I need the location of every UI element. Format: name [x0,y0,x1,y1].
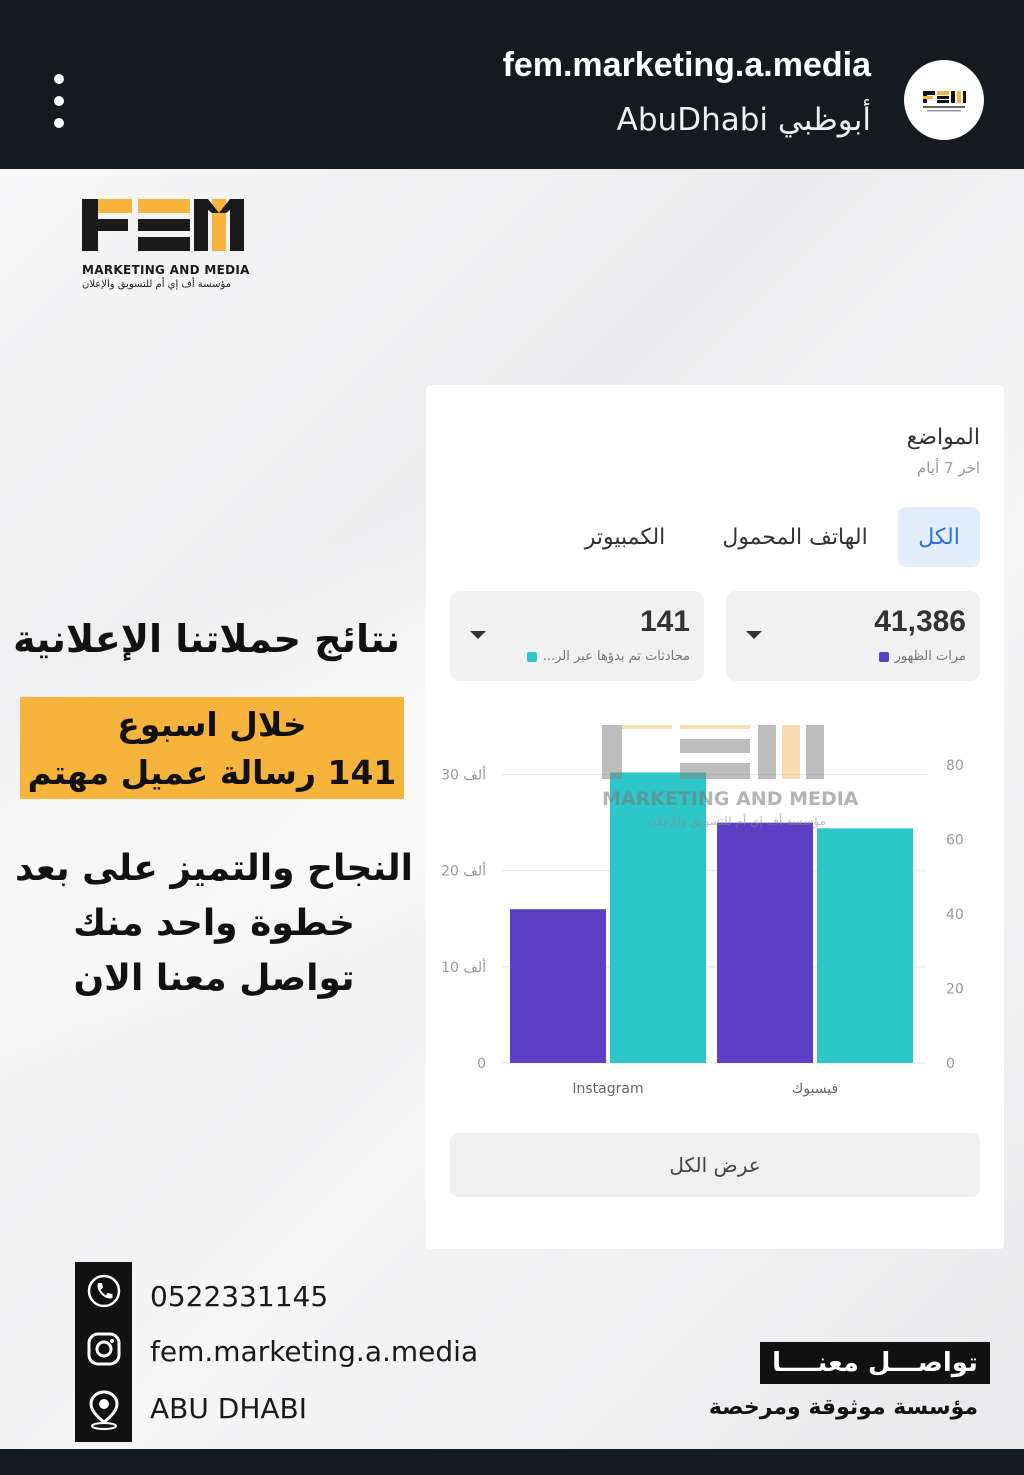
slogan-line-2: خطوة واحد منك [73,903,355,944]
watermark-text-ar: مؤسسة أف إي أم للتسويق والإعلان [647,813,826,829]
slogan-line-3: تواصل معنا الان [73,958,355,999]
impressions-swatch [878,651,889,662]
watermark-shape [680,763,750,779]
tab-mobile[interactable]: الهاتف المحمول [722,524,868,550]
watermark-shape [602,725,622,779]
y-right-tick-label: 60 [946,833,964,849]
logo-tagline-ar: مؤسسة أف إي أم للتسويق والإعلان [82,279,231,290]
x-tick-label: فيسبوك [792,1081,838,1097]
watermark-shape [680,725,750,729]
watermark-shape [680,739,750,753]
slogan: النجاح والتميز على بعد خطوة واحد منك توا… [14,841,414,1006]
bar [610,772,706,1063]
tab-all[interactable]: الكل [898,507,980,567]
results-highlight: خلال اسبوع 141 رسالة عميل مهتم [20,697,404,799]
trusted-tagline: مؤسسة موثوقة ومرخصة [708,1395,978,1420]
watermark: MARKETING AND MEDIA مؤسسة أف إي أم للتسوي… [602,725,859,829]
slogan-line-1: النجاح والتميز على بعد [14,848,414,889]
avatar[interactable] [904,60,984,140]
tab-desktop[interactable]: الكمبيوتر [584,524,666,550]
watermark-shape [782,725,800,779]
contact-phone[interactable]: 0522331145 [150,1280,329,1313]
conversations-label-row: محادثات تم بدؤها عبر الر... [526,649,690,664]
fem-logo-avatar-icon [923,91,966,112]
bar [510,909,606,1063]
y-right-tick-label: 20 [946,982,964,998]
y-right-tick-label: 40 [946,907,964,923]
highlight-line-2: 141 رسالة عميل مهتم [27,753,397,792]
fem-logo-mark [82,199,244,251]
conversations-value: 141 [639,605,690,638]
placements-card: المواضع اخر 7 أيام الكل الهاتف المحمول ا… [426,385,1004,1249]
contact-icons-bar [75,1262,132,1442]
y-right-tick-label: 0 [946,1056,955,1072]
card-title: المواضع [906,425,980,450]
watermark-shape [602,725,672,729]
impressions-value: 41,386 [874,605,966,638]
map-pin-icon [88,1390,119,1431]
bottom-bar [0,1449,1024,1475]
watermark-text-en: MARKETING AND MEDIA [602,788,859,810]
watermark-shape [806,725,824,779]
x-tick-label: Instagram [572,1081,643,1097]
instagram-icon [87,1332,120,1366]
impressions-label-row: مرات الظهور [878,649,966,664]
account-name[interactable]: fem.marketing.a.media [502,46,871,84]
phone-icon [87,1274,120,1307]
account-location[interactable]: AbuDhabi أبوظبي [616,102,871,138]
contact-us-button[interactable]: تواصـــل معنــــا [760,1342,990,1384]
campaign-headline: نتائج حملاتنا الإعلانية [13,617,400,661]
post-image[interactable]: MARKETING AND MEDIA مؤسسة أف إي أم للتسو… [0,169,1024,1449]
bar [817,828,913,1063]
bar [717,822,813,1063]
fem-logo: MARKETING AND MEDIA مؤسسة أف إي أم للتسو… [82,197,252,290]
card-subtitle: اخر 7 أيام [917,459,980,477]
view-all-button[interactable]: عرض الكل [450,1133,980,1197]
chevron-down-icon[interactable] [470,631,486,639]
conversations-label: محادثات تم بدؤها عبر الر... [542,649,690,664]
more-vertical-icon[interactable] [44,74,74,128]
y-left-tick-label: 10 ألف [441,958,486,976]
highlight-line-1: خلال اسبوع [117,705,307,744]
y-left-tick-label: 0 [477,1056,486,1072]
y-left-tick-label: 20 ألف [441,862,486,880]
conversations-swatch [526,651,537,662]
logo-tagline-en: MARKETING AND MEDIA [82,263,250,277]
impressions-label: مرات الظهور [894,649,966,664]
y-right-tick-label: 80 [946,758,964,774]
metric-impressions[interactable]: 41,386 مرات الظهور [726,591,980,681]
metric-conversations[interactable]: 141 محادثات تم بدؤها عبر الر... [450,591,704,681]
contact-instagram[interactable]: fem.marketing.a.media [150,1335,479,1368]
contact-location: ABU DHABI [150,1392,307,1425]
y-left-tick-label: 30 ألف [441,766,486,784]
watermark-shape [758,725,776,779]
chevron-down-icon[interactable] [746,631,762,639]
top-app-bar: fem.marketing.a.media AbuDhabi أبوظبي [0,0,1024,169]
placements-bar-chart: 0 10 ألف 20 ألف 30 ألف 0 20 40 60 80 Instagram فيس… [441,725,964,1097]
